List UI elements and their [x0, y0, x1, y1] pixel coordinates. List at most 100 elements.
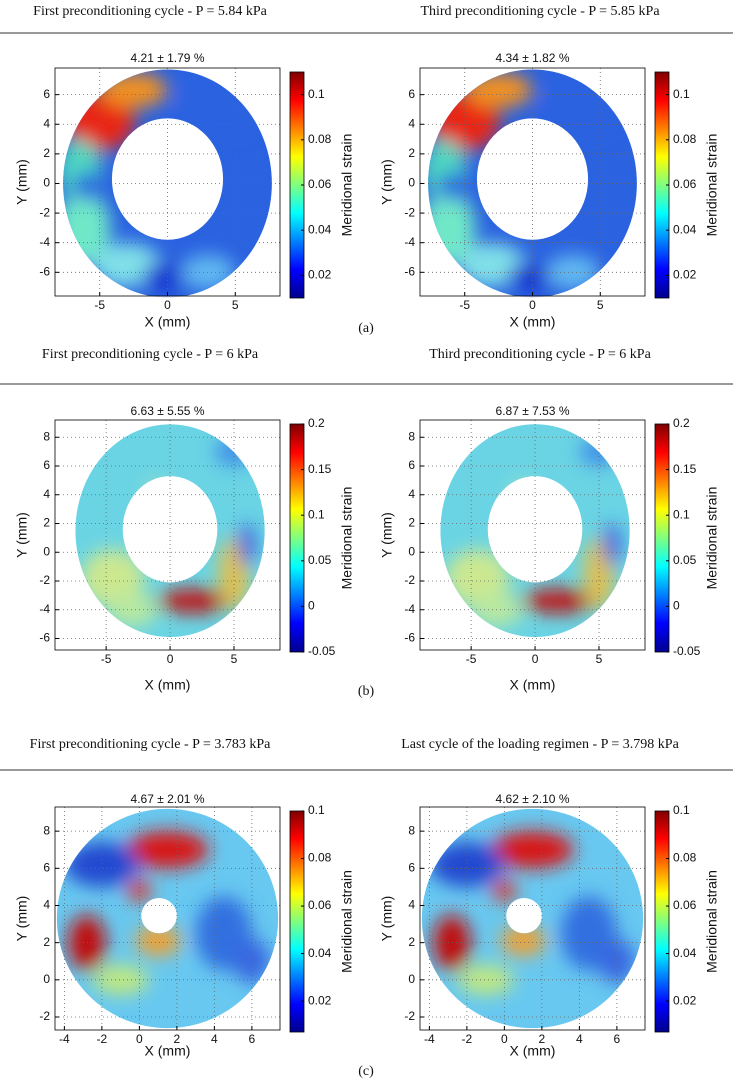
- panel-title: 6.87 ± 7.53 %: [496, 404, 570, 418]
- y-tick-label: -2: [404, 1009, 415, 1023]
- strain-blob: [464, 72, 533, 108]
- strain-blob: [99, 72, 168, 108]
- strain-blob: [438, 171, 464, 202]
- strain-blob: [491, 831, 574, 869]
- y-tick-label: 0: [43, 176, 50, 190]
- y-axis-label: Y (mm): [379, 896, 395, 942]
- y-tick-label: 2: [408, 516, 415, 530]
- x-tick-label: 0: [532, 652, 539, 666]
- y-axis-label: Y (mm): [14, 512, 30, 558]
- panel-title: 4.34 ± 1.82 %: [496, 51, 570, 65]
- colorbar-tick-label: -0.05: [673, 644, 701, 658]
- y-tick-label: -2: [39, 205, 50, 219]
- panel-title: 6.63 ± 5.55 %: [131, 404, 205, 418]
- y-tick-label: -2: [39, 573, 50, 587]
- strain-blob: [546, 79, 628, 140]
- y-tick-label: 2: [43, 935, 50, 949]
- y-tick-label: 2: [43, 516, 50, 530]
- strain-blob: [144, 480, 171, 510]
- x-tick-label: 5: [596, 652, 603, 666]
- x-tick-label: 0: [136, 1032, 143, 1046]
- map-blobs: [80, 437, 255, 627]
- y-tick-label: 4: [408, 116, 415, 130]
- y-tick-label: 0: [408, 972, 415, 986]
- axes-box: [54, 806, 281, 1031]
- y-tick-label: 0: [43, 972, 50, 986]
- y-tick-label: 0: [43, 544, 50, 558]
- colorbar-tick-label: 0.04: [673, 222, 697, 236]
- y-tick-label: -4: [39, 602, 50, 616]
- colorbar-tick-label: 0.02: [308, 268, 332, 282]
- y-tick-label: -4: [39, 235, 50, 249]
- colorbar-tick-label: 0.02: [673, 268, 697, 282]
- x-axis-label: X (mm): [145, 677, 191, 693]
- x-tick-label: 0: [529, 298, 536, 312]
- y-tick-label: -4: [404, 602, 415, 616]
- strain-blob: [509, 480, 536, 510]
- panel-header: Third preconditioning cycle - P = 5.85 k…: [420, 4, 660, 19]
- x-tick-label: 2: [539, 1032, 546, 1046]
- colorbar-tick-label: 0.05: [308, 553, 332, 567]
- x-axis-label: X (mm): [145, 1043, 191, 1059]
- y-tick-label: 4: [43, 116, 50, 130]
- strain-blob: [181, 79, 263, 140]
- y-tick-label: 6: [43, 860, 50, 874]
- y-tick-label: 6: [408, 860, 415, 874]
- y-tick-label: 4: [43, 898, 50, 912]
- map-blobs: [429, 831, 636, 995]
- y-tick-label: 8: [43, 823, 50, 837]
- panel-header: First preconditioning cycle - P = 6 kPa: [42, 347, 259, 362]
- y-axis-label: Y (mm): [14, 896, 30, 942]
- panel-header: First preconditioning cycle - P = 5.84 k…: [33, 4, 267, 19]
- strain-blob: [68, 914, 106, 971]
- x-tick-label: 6: [249, 1032, 256, 1046]
- colorbar-tick-label: 0.08: [673, 851, 697, 865]
- strain-blob: [233, 938, 271, 984]
- y-tick-label: -2: [404, 573, 415, 587]
- x-tick-label: -5: [94, 298, 105, 312]
- x-tick-label: 4: [211, 1032, 218, 1046]
- colorbar-label: Meridional strain: [339, 870, 355, 973]
- strain-map: [63, 69, 272, 296]
- colorbar: [289, 423, 305, 653]
- y-tick-label: 8: [408, 429, 415, 443]
- colorbar-tick-label: 0.08: [308, 132, 332, 146]
- y-tick-label: 2: [408, 935, 415, 949]
- panel-header: Third preconditioning cycle - P = 6 kPa: [429, 347, 651, 362]
- colorbar: [654, 423, 670, 653]
- strain-blob: [445, 549, 510, 607]
- x-tick-label: 5: [232, 298, 239, 312]
- strain-blob: [457, 964, 514, 995]
- panel-header: Last cycle of the loading regimen - P = …: [401, 737, 679, 752]
- x-tick-label: -4: [59, 1032, 70, 1046]
- x-tick-label: 5: [597, 298, 604, 312]
- caption: (c): [358, 1064, 374, 1079]
- x-tick-label: -4: [424, 1032, 435, 1046]
- x-tick-label: -5: [466, 652, 477, 666]
- colorbar-tick-label: 0.06: [308, 898, 332, 912]
- axes-box: [419, 419, 646, 651]
- colorbar-tick-label: 0.06: [673, 177, 697, 191]
- colorbar-tick-label: 0.1: [308, 507, 325, 521]
- colorbar: [289, 810, 305, 1033]
- colorbar-tick-label: 0.1: [308, 87, 325, 101]
- y-tick-label: 2: [408, 146, 415, 160]
- y-tick-label: 6: [43, 458, 50, 472]
- colorbar-label: Meridional strain: [704, 487, 720, 590]
- x-tick-label: 5: [231, 652, 238, 666]
- y-tick-label: 2: [43, 146, 50, 160]
- colorbar-tick-label: 0: [673, 599, 680, 613]
- strain-blob: [598, 938, 636, 984]
- y-tick-label: 6: [43, 87, 50, 101]
- x-tick-label: 0: [164, 298, 171, 312]
- colorbar-tick-label: -0.05: [308, 644, 336, 658]
- strain-blob: [214, 437, 254, 466]
- strain-blob: [126, 831, 209, 869]
- caption: (a): [358, 321, 374, 336]
- y-tick-label: -2: [39, 1009, 50, 1023]
- x-axis-label: X (mm): [510, 677, 556, 693]
- colorbar-tick-label: 0.06: [308, 177, 332, 191]
- colorbar-tick-label: 0.06: [673, 898, 697, 912]
- axes-box: [419, 806, 646, 1031]
- colorbar-label: Meridional strain: [704, 134, 720, 237]
